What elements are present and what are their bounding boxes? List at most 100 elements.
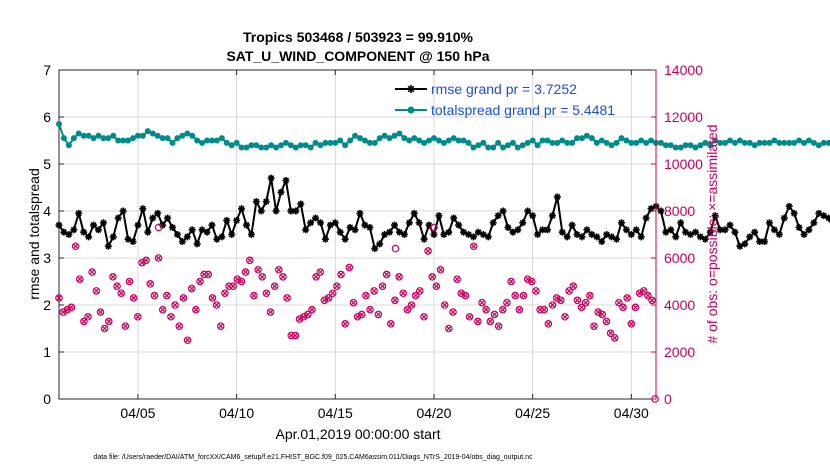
obs-assimilated-point: [284, 295, 290, 301]
totalspread-point: [460, 137, 467, 144]
rmse-point: [238, 205, 246, 213]
rmse-point: [460, 228, 468, 236]
rmse-point: [312, 214, 320, 222]
obs-assimilated-point: [205, 271, 212, 278]
totalspread-point: [648, 137, 655, 144]
obs-assimilated-point: [504, 299, 510, 306]
rmse-point: [65, 231, 73, 238]
totalspread-point: [406, 137, 413, 144]
x-tick-label: 04/10: [219, 405, 254, 421]
rmse-point: [696, 233, 704, 241]
totalspread-point: [60, 135, 67, 142]
rmse-point: [287, 207, 295, 215]
totalspread-point: [218, 135, 225, 142]
obs-assimilated-point: [363, 292, 369, 299]
obs-assimilated-point: [616, 299, 622, 306]
totalspread-point: [282, 139, 289, 146]
obs-possible-point: [353, 312, 362, 321]
rmse-point: [109, 233, 117, 241]
obs-assimilated-point: [379, 283, 386, 290]
obs-possible-point: [428, 272, 437, 281]
rmse-point: [445, 228, 453, 236]
obs-assimilated-point: [408, 302, 415, 308]
obs-possible-point: [262, 289, 271, 298]
totalspread-point: [139, 132, 146, 139]
obs-possible-point: [80, 317, 88, 326]
rmse-point: [780, 214, 788, 222]
rmse-point: [489, 219, 497, 227]
obs-possible-point: [75, 275, 84, 283]
legend-spread-marker: [407, 106, 415, 114]
rmse-point: [548, 212, 556, 220]
totalspread-point: [786, 139, 793, 146]
x-tick-label: 04/30: [614, 405, 649, 421]
totalspread-point: [465, 139, 472, 146]
totalspread-point: [736, 137, 743, 144]
rmse-point: [785, 202, 793, 210]
obs-possible-point: [411, 291, 420, 300]
totalspread-point: [618, 135, 625, 142]
obs-possible-point: [154, 254, 163, 262]
obs-possible-point: [96, 308, 105, 316]
totalspread-point: [361, 137, 368, 144]
rmse-point: [247, 231, 255, 238]
obs-assimilated-point: [151, 292, 158, 299]
rmse-point: [578, 233, 586, 241]
obs-assimilated-point: [134, 313, 141, 320]
rmse-point: [85, 233, 93, 241]
obs-assimilated-point: [72, 243, 79, 250]
totalspread-point: [554, 139, 561, 146]
obs-assimilated-point: [446, 325, 452, 332]
totalspread-point: [470, 144, 477, 151]
obs-possible-point: [196, 277, 204, 286]
totalspread-point: [771, 137, 778, 144]
obs-assimilated-point: [342, 320, 348, 327]
rmse-point: [376, 240, 384, 248]
rmse-point: [242, 221, 250, 229]
obs-possible-point: [362, 291, 370, 300]
totalspread-point: [825, 139, 830, 146]
y-tick-label: 7: [43, 62, 51, 78]
rmse-point: [267, 174, 275, 182]
obs-assimilated-point: [557, 297, 564, 304]
obs-possible-point: [548, 301, 557, 309]
obs-assimilated-point: [122, 323, 129, 329]
obs-assimilated-point: [371, 288, 378, 294]
obs-extra-point: [391, 244, 400, 253]
totalspread-point: [598, 137, 605, 144]
totalspread-point: [697, 142, 704, 149]
obs-assimilated-point: [470, 243, 477, 250]
y2-tick-label: 0: [664, 391, 672, 407]
obs-assimilated-point: [645, 292, 651, 299]
obs-possible-point: [216, 322, 225, 330]
rmse-point: [90, 221, 98, 229]
obs-assimilated-point: [549, 302, 556, 308]
rmse-point: [183, 233, 191, 241]
obs-possible-point: [117, 289, 126, 298]
chart-title: Tropics 503468 / 503923 = 99.910%: [243, 29, 474, 45]
rmse-point: [420, 235, 428, 243]
obs-assimilated-point: [611, 335, 618, 341]
obs-possible-point: [436, 265, 445, 274]
obs-assimilated-point: [367, 306, 373, 313]
y2-tick-label: 8000: [664, 203, 695, 219]
totalspread-point: [588, 135, 595, 142]
obs-possible-point: [304, 310, 312, 319]
obs-assimilated-point: [537, 306, 543, 313]
obs-assimilated-point: [582, 299, 589, 306]
obs-possible-point: [92, 287, 101, 295]
obs-possible-point: [345, 263, 354, 272]
obs-possible-point: [403, 305, 412, 314]
rmse-point: [765, 219, 773, 227]
y2-tick-label: 4000: [664, 297, 695, 313]
totalspread-point: [820, 139, 827, 146]
totalspread-point: [766, 139, 773, 146]
obs-assimilated-point: [313, 273, 319, 280]
obs-possible-point: [623, 294, 631, 302]
totalspread-point: [638, 137, 645, 144]
totalspread-point: [258, 144, 265, 151]
totalspread-point: [292, 144, 299, 151]
obs-possible-point: [552, 294, 561, 302]
obs-possible-point: [125, 277, 134, 286]
totalspread-point: [179, 132, 186, 139]
